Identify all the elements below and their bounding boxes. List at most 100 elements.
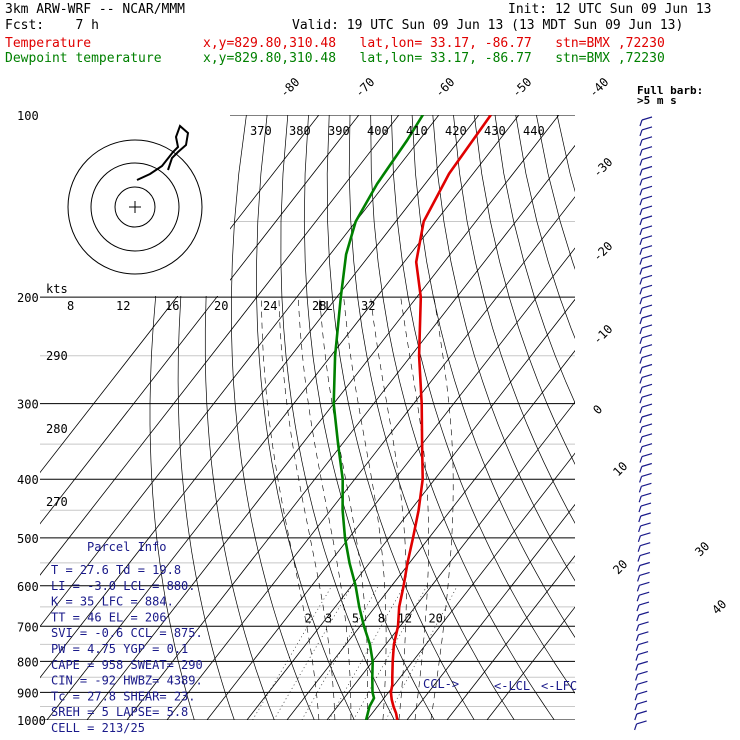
mixing-ratio-label: 20 xyxy=(428,612,442,626)
mixing-ratio-label: 12 xyxy=(398,612,412,626)
wind-barb-staff xyxy=(634,694,638,701)
mixing-ratio-label: 5 xyxy=(352,612,359,626)
theta-label: 440 xyxy=(523,124,545,138)
lcl-marker: <-LCL xyxy=(494,679,530,693)
wind-barb-staff xyxy=(637,575,641,582)
moist-adiabat-line xyxy=(343,297,387,720)
wind-barb-staff xyxy=(639,228,643,236)
wind-barb-staff xyxy=(639,119,643,127)
pressure-tick-label: 700 xyxy=(17,620,39,634)
wind-barb xyxy=(639,581,650,586)
wind-barb-staff xyxy=(639,307,643,315)
dry-adiabat-line xyxy=(473,115,575,465)
dry-adiabat-line xyxy=(432,115,575,582)
pressure-tick-label: 300 xyxy=(17,398,39,412)
isotherm-line xyxy=(486,606,575,720)
ccl-marker: CCL-> xyxy=(423,677,459,691)
wind-barb-staff xyxy=(639,416,643,424)
moist-adiabat-line xyxy=(430,297,454,720)
isotherm-label: 20 xyxy=(610,557,630,577)
wind-barb xyxy=(639,561,650,567)
wind-barbs xyxy=(634,116,653,731)
hodograph-ring xyxy=(67,139,203,275)
isotherm-line xyxy=(446,555,575,720)
wind-barb xyxy=(641,373,653,378)
isotherm-label: -60 xyxy=(432,75,457,100)
moist-adiabat-line xyxy=(278,297,336,720)
isotherm-label: 10 xyxy=(610,459,630,479)
wind-barb xyxy=(637,660,648,666)
mixing-ratio-label: 8 xyxy=(378,612,385,626)
isotherm-label: -50 xyxy=(509,75,534,100)
parcel-info-line: SVI = -0.6 CCL = 875. xyxy=(51,626,203,640)
wind-barb-staff xyxy=(636,595,640,602)
dry-adiabat-line xyxy=(177,115,235,720)
hodograph xyxy=(67,124,203,275)
speed-label: 8 xyxy=(67,299,74,313)
wind-barb-staff xyxy=(639,258,643,265)
wind-barb xyxy=(641,185,653,190)
temperature-legend: Temperature xyxy=(5,36,92,51)
theta-label: 420 xyxy=(445,124,467,138)
isotherm-label: 40 xyxy=(709,597,729,617)
wind-barb-staff xyxy=(635,654,639,661)
wind-barb xyxy=(641,443,653,448)
pressure-tick-label: 900 xyxy=(17,686,39,700)
pressure-tick-label: 200 xyxy=(17,291,39,305)
isotherm-line xyxy=(40,115,480,679)
dry-adiabat-line xyxy=(453,115,575,524)
parcel-info-line: PW = 4.75 YGP = 0.1 xyxy=(51,642,188,656)
wind-barb-staff xyxy=(637,535,641,542)
moist-adiabat-line xyxy=(370,297,407,720)
wind-barb xyxy=(641,255,653,260)
wind-barb-staff xyxy=(639,436,643,443)
dry-adiabat-line xyxy=(578,115,740,720)
wind-barb-staff xyxy=(639,199,643,206)
wind-barb-staff xyxy=(639,139,643,146)
moist-adiabat-line xyxy=(400,297,429,720)
wind-barb xyxy=(641,165,653,171)
wind-barb xyxy=(641,304,653,309)
wind-barb xyxy=(641,215,653,220)
wind-barb xyxy=(637,651,649,656)
wind-barb-staff xyxy=(636,585,640,592)
theta-label: 390 xyxy=(328,124,350,138)
wind-barb-staff xyxy=(638,505,642,513)
wind-barb xyxy=(641,136,653,141)
speed-label: 20 xyxy=(214,299,228,313)
parcel-info-line: T = 27.6 Td = 19.8 xyxy=(51,563,181,577)
wind-barb-staff xyxy=(635,664,639,671)
wind-barb-staff xyxy=(639,387,643,394)
wind-barb xyxy=(638,601,650,606)
pressure-tick-label: 100 xyxy=(17,109,39,123)
speed-label: 28 xyxy=(312,299,326,313)
wind-barb-staff xyxy=(637,565,641,572)
dewpoint-location: x,y=829.80,310.48 lat,lon= 33.17, -86.77… xyxy=(203,51,665,66)
wind-barb xyxy=(638,611,649,616)
wind-barb-staff xyxy=(639,367,643,374)
wind-barb-staff xyxy=(639,208,643,216)
diagram-grid xyxy=(40,115,740,720)
isotherm-label: -30 xyxy=(590,155,615,180)
wind-barb xyxy=(641,264,653,270)
dry-adiabat-line xyxy=(391,115,575,694)
wind-barb xyxy=(641,235,653,240)
wind-barb-staff xyxy=(638,486,642,493)
dry-adiabat-line xyxy=(370,115,555,720)
isotherm-line xyxy=(126,144,575,720)
parcel-info-panel: Parcel Info T = 27.6 Td = 19.8 LI = -3.0 L… xyxy=(51,540,203,735)
wind-barb xyxy=(641,146,653,151)
parcel-info-line: SREH = 5 LAPSE= 5.8 xyxy=(51,705,188,719)
isotherm-label: -40 xyxy=(586,75,611,100)
wind-barb xyxy=(641,433,653,438)
valid-time: Valid: 19 UTC Sun 09 Jun 13 (13 MDT Sun … xyxy=(292,18,684,33)
wind-barb-staff xyxy=(635,644,639,651)
wind-barb-staff xyxy=(639,169,643,176)
dewpoint-legend: Dewpoint temperature xyxy=(5,51,162,66)
wind-barb xyxy=(641,453,653,458)
wind-barb-staff xyxy=(638,525,642,533)
wind-barb xyxy=(637,680,648,685)
wind-barb xyxy=(640,532,651,537)
wind-barb xyxy=(641,482,652,487)
parcel-info-line: TT = 46 EL = 206 xyxy=(51,610,167,624)
